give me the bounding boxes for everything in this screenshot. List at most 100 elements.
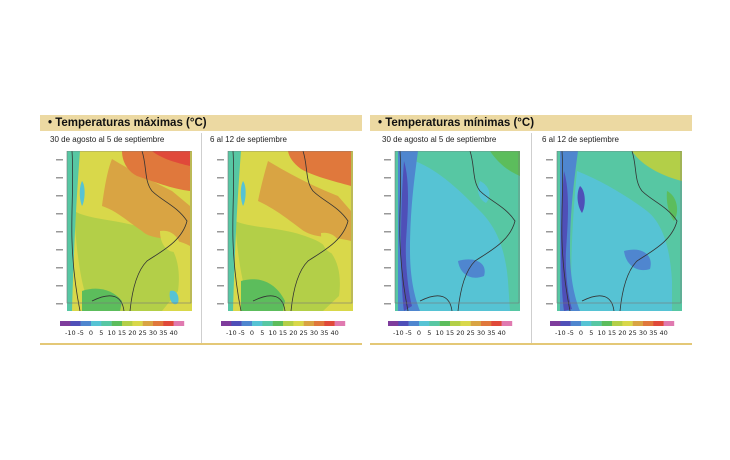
colorbar-segment — [550, 321, 561, 326]
colorbar-label: 15 — [279, 329, 287, 337]
colorbar-label: 30 — [149, 329, 157, 337]
colorbar-segment — [398, 321, 409, 326]
axis-tick — [384, 195, 391, 197]
colorbar-segment — [560, 321, 571, 326]
colorbar-label: 15 — [608, 329, 616, 337]
colorbar-segment — [622, 321, 633, 326]
colorbar-label: -10 — [393, 329, 404, 337]
panel-bottom-rule — [40, 343, 362, 345]
colorbar-segment — [314, 321, 325, 326]
axis-tick — [217, 267, 224, 269]
temperature-field — [395, 151, 520, 311]
panel-header: • Temperaturas mínimas (°C) — [370, 115, 692, 131]
colorbar-segment — [122, 321, 133, 326]
temperature-zone — [401, 161, 412, 311]
temperature-zone — [666, 191, 678, 221]
map-period-label: 30 de agosto al 5 de septiembre — [50, 135, 165, 144]
temperature-zone — [160, 230, 181, 253]
axis-tick — [546, 213, 553, 215]
temperature-zone — [409, 161, 510, 311]
axis-tick — [217, 177, 224, 179]
axis-tick — [56, 249, 63, 251]
colorbar-segment — [272, 321, 284, 326]
axis-tick — [217, 285, 224, 287]
colorbar-label: 40 — [331, 329, 339, 337]
temperature-zone — [79, 181, 85, 206]
axis-tick — [56, 213, 63, 215]
colorbar-segment — [632, 321, 644, 326]
map-frame — [227, 151, 353, 304]
colorbar-label: 30 — [477, 329, 485, 337]
colorbar-segment — [324, 321, 335, 326]
colorbar-label: 20 — [618, 329, 626, 337]
panel-bottom-rule — [370, 343, 692, 345]
colorbar-segment — [570, 321, 582, 326]
axis-tick — [384, 285, 391, 287]
colorbar-segment — [581, 321, 592, 326]
colorbar-segment — [429, 321, 440, 326]
colorbar-segment — [501, 321, 513, 326]
temperature-colorbar: -10 -5 0 5 10 15 20 25 30 35 40 — [60, 321, 185, 337]
country-borders — [561, 151, 678, 311]
colorbar-segment — [101, 321, 112, 326]
colorbar-label: 30 — [639, 329, 647, 337]
colorbar-segment — [283, 321, 294, 326]
temperature-zone — [571, 171, 672, 311]
temperature-zone — [228, 151, 241, 311]
map-frame — [394, 151, 520, 304]
map-frame — [66, 151, 192, 304]
colorbar-label: 10 — [598, 329, 606, 337]
map-period-label: 30 de agosto al 5 de septiembre — [382, 135, 497, 144]
colorbar-segment — [111, 321, 123, 326]
axis-tick — [56, 159, 63, 161]
temperature-zone — [458, 259, 485, 278]
colorbar-segment — [663, 321, 675, 326]
colorbar-label: 40 — [660, 329, 668, 337]
colorbar-segment — [439, 321, 451, 326]
colorbar-segment — [262, 321, 273, 326]
temperature-zone — [490, 151, 520, 176]
colorbar-label: 5 — [99, 329, 103, 337]
panel-header: • Temperaturas máximas (°C) — [40, 115, 362, 131]
colorbar-segment — [470, 321, 482, 326]
temperature-field — [67, 151, 192, 311]
colorbar-label: 35 — [320, 329, 328, 337]
colorbar-label: 40 — [498, 329, 506, 337]
min-temperature-panel: • Temperaturas mínimas (°C) 30 de agosto… — [370, 115, 692, 345]
axis-tick — [384, 159, 391, 161]
colorbar-label: 5 — [427, 329, 431, 337]
temperature-zone — [258, 161, 351, 241]
colorbar-segment — [591, 321, 602, 326]
axis-tick — [217, 249, 224, 251]
colorbar-segment — [334, 321, 346, 326]
colorbar-label: 10 — [108, 329, 116, 337]
colorbar-label: 25 — [467, 329, 475, 337]
temperature-zone — [577, 186, 585, 213]
colorbar-label: 0 — [579, 329, 583, 337]
colorbar-segment — [653, 321, 664, 326]
colorbar-label: 20 — [128, 329, 136, 337]
axis-tick — [384, 177, 391, 179]
colorbar-label: 5 — [589, 329, 593, 337]
panel-divider — [201, 133, 202, 344]
axis-tick — [217, 195, 224, 197]
colorbar-label: -10 — [555, 329, 566, 337]
axis-tick — [546, 303, 553, 305]
colorbar-segment — [70, 321, 81, 326]
axis-tick — [56, 195, 63, 197]
colorbar-segment — [132, 321, 143, 326]
colorbar-segment — [221, 321, 232, 326]
colorbar-label: 20 — [289, 329, 297, 337]
colorbar-segment — [163, 321, 174, 326]
colorbar-label: 35 — [487, 329, 495, 337]
colorbar-segment — [293, 321, 304, 326]
colorbar-label: -5 — [405, 329, 411, 337]
axis-tick — [384, 249, 391, 251]
temperature-zone — [240, 181, 246, 206]
temperature-zone — [102, 159, 190, 246]
colorbar-label: 10 — [436, 329, 444, 337]
colorbar-segment — [303, 321, 315, 326]
panel-title: • Temperaturas mínimas (°C) — [378, 117, 535, 129]
colorbar-label: 5 — [260, 329, 264, 337]
colorbar-label: 0 — [250, 329, 254, 337]
